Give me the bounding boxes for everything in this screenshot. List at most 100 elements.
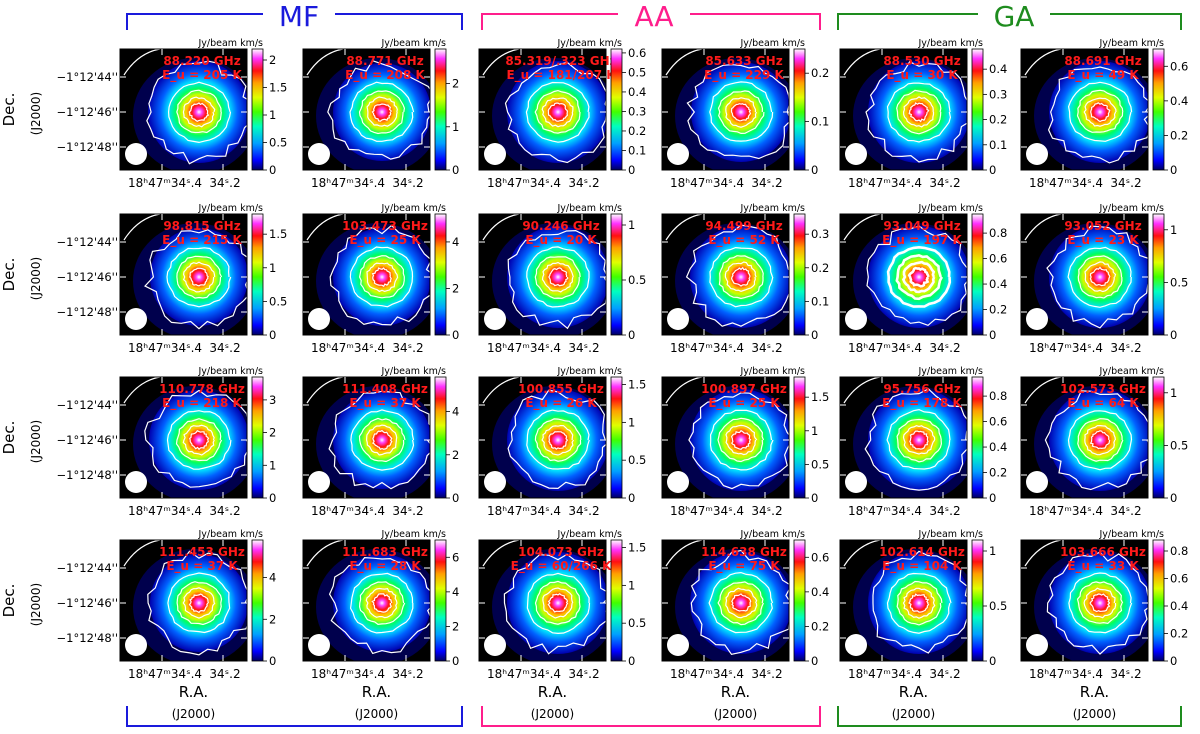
frequency-label: 88.530 GHz	[883, 54, 960, 68]
ra-axis-label: R.A.	[1080, 683, 1109, 701]
upper-energy-label: E_u = 23 K	[1067, 233, 1139, 248]
colorbar-tick-label: 0.2	[1170, 627, 1188, 641]
map-frame	[839, 539, 968, 662]
contour-line	[1067, 81, 1133, 142]
ra-axis-label: R.A.	[721, 683, 750, 701]
dec-tick-label: −1°12'46''	[57, 270, 118, 284]
colorbar-unit-label: Jy/beam km/s	[556, 529, 622, 540]
colorbar-tick-label: 1	[1170, 386, 1177, 400]
contour-line	[507, 229, 606, 330]
map-frame	[839, 213, 968, 336]
map-frame	[839, 376, 968, 499]
contour-line	[123, 540, 161, 567]
colorbar-unit-label: Jy/beam km/s	[739, 203, 805, 214]
colorbar-tick-label: 1	[269, 458, 276, 472]
colorbar-tick-label: 0	[628, 163, 635, 177]
emission-peak	[1049, 61, 1148, 163]
group-header-mf: MF	[126, 0, 463, 33]
emission-peak	[507, 226, 606, 328]
group-bracket-bottom-aa	[481, 706, 821, 727]
emission-peak	[507, 552, 606, 654]
upper-energy-label: E_u = 25 K	[708, 396, 780, 411]
contour-line	[872, 550, 967, 654]
dec-tick-label: −1°12'44''	[57, 70, 118, 84]
contour-line	[886, 82, 952, 143]
colorbar-tick-label: 3	[269, 393, 276, 407]
colorbar-tick-label: 1.5	[269, 81, 287, 95]
beam-ellipse	[667, 143, 689, 165]
colorbar-tick-label: 0.8	[989, 226, 1007, 240]
ra-tick-label: 18ʰ47ᵐ34ˢ.4	[1029, 341, 1103, 355]
group-title-ga: GA	[994, 0, 1035, 33]
colorbar-tick-label: 0.3	[628, 104, 646, 118]
contour-line	[1024, 540, 1062, 567]
contour-line	[866, 225, 967, 326]
colorbar-unit-label: Jy/beam km/s	[1098, 38, 1164, 49]
contour-line	[358, 417, 406, 463]
colorbar-unit-label: Jy/beam km/s	[197, 38, 263, 49]
dec-axis-sublabel: (J2000)	[29, 92, 43, 135]
contour-line	[507, 389, 606, 490]
colorbar-tick-label: 0	[628, 491, 635, 505]
colorbar-unit-label: Jy/beam km/s	[739, 366, 805, 377]
contour-line	[534, 418, 582, 462]
ra-axis-label: R.A.	[179, 683, 208, 701]
beam-ellipse	[125, 143, 147, 165]
colorbar-tick-label: 2	[452, 448, 459, 462]
ra-tick-label: 18ʰ47ᵐ34ˢ.4	[311, 504, 385, 518]
contour-line	[1067, 410, 1133, 471]
ra-tick-label: 34ˢ.2	[929, 176, 960, 190]
contour-line	[166, 247, 232, 308]
map-frame	[478, 213, 607, 336]
colorbar	[251, 213, 264, 336]
beam-ellipse	[125, 308, 147, 330]
upper-energy-label: E_u = 37 K	[349, 396, 421, 411]
frequency-label: 98.815 GHz	[163, 219, 240, 233]
colorbar-tick-label: 0	[989, 328, 996, 342]
map-frame	[661, 376, 790, 499]
contour-line	[686, 64, 789, 160]
frequency-label: 94.499 GHz	[705, 219, 782, 233]
ra-tick-label: 34ˢ.2	[1110, 176, 1141, 190]
contour-line	[1024, 214, 1062, 241]
contour-line	[709, 81, 774, 142]
upper-energy-label: E_u = 33 K	[1067, 559, 1139, 574]
group-title-aa: AA	[634, 0, 673, 33]
ra-tick-label: 34ˢ.2	[751, 667, 782, 681]
map-frame	[1020, 213, 1149, 336]
colorbar	[434, 539, 447, 662]
contour-line	[526, 409, 590, 470]
colorbar-tick-label: 0	[269, 328, 276, 342]
emission-peak	[868, 226, 967, 328]
colorbar-tick-label: 1	[452, 120, 459, 134]
contour-line	[371, 593, 393, 613]
emission-peak	[1049, 226, 1148, 328]
colorbar-unit-label: Jy/beam km/s	[380, 529, 446, 540]
map-frame	[302, 539, 431, 662]
contour-line	[725, 424, 758, 456]
emission-peak	[333, 391, 430, 489]
contour-line	[1047, 66, 1148, 164]
beam-ellipse	[308, 143, 330, 165]
contour-line	[730, 103, 752, 122]
contour-line	[534, 89, 581, 134]
ra-tick-label: 34ˢ.2	[751, 341, 782, 355]
colorbar-tick-label: 2	[452, 619, 459, 633]
beam-ellipse	[308, 634, 330, 656]
colorbar-unit-label: Jy/beam km/s	[197, 529, 263, 540]
emission-peak	[690, 389, 789, 491]
ra-axis-sublabel: (J2000)	[172, 707, 215, 721]
contour-line	[525, 81, 590, 143]
colorbar	[971, 539, 984, 662]
colorbar-tick-label: 0.5	[628, 273, 646, 287]
colorbar-tick-label: 4	[452, 405, 459, 419]
